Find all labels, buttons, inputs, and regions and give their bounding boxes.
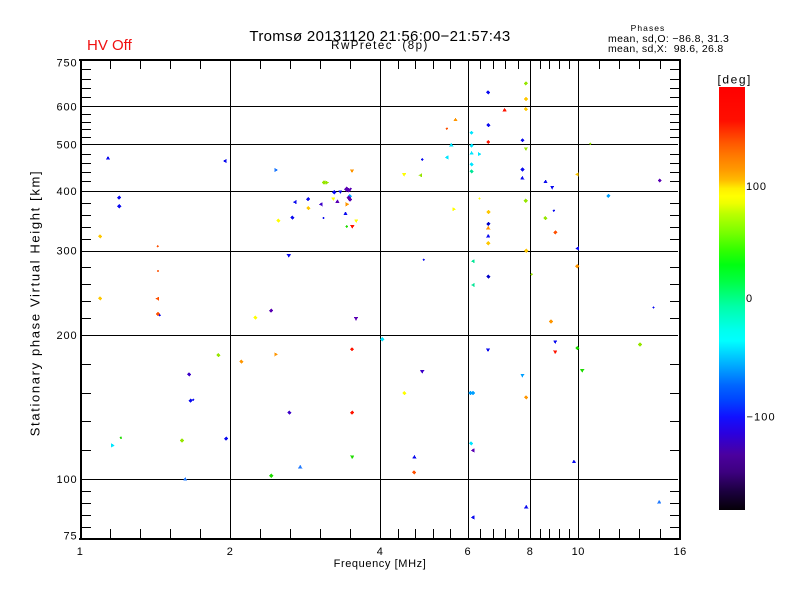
svg-text:mean, sd,X: 98.6, 26.8: mean, sd,X: 98.6, 26.8: [608, 43, 723, 55]
svg-text:[deg]: [deg]: [718, 73, 752, 87]
svg-text:600: 600: [56, 101, 77, 113]
svg-text:200: 200: [56, 330, 77, 342]
svg-text:16: 16: [673, 546, 686, 558]
svg-text:RwPretec (8p): RwPretec (8p): [331, 40, 429, 52]
svg-text:100: 100: [56, 474, 77, 486]
svg-text:Phases: Phases: [631, 23, 666, 33]
svg-text:0: 0: [746, 293, 753, 305]
svg-text:750: 750: [56, 58, 77, 70]
svg-text:500: 500: [56, 139, 77, 151]
svg-text:Tromsø 20131120 21:56:00−21:57: Tromsø 20131120 21:56:00−21:57:43: [249, 28, 510, 45]
svg-text:75: 75: [63, 531, 77, 543]
svg-text:mean, sd,O: −86.8, 31.3: mean, sd,O: −86.8, 31.3: [608, 33, 729, 45]
svg-text:6: 6: [464, 546, 471, 558]
svg-text:100: 100: [746, 181, 767, 193]
svg-text:Frequency [MHz]: Frequency [MHz]: [334, 558, 427, 570]
svg-text:1: 1: [77, 546, 84, 558]
svg-text:2: 2: [227, 546, 234, 558]
svg-text:HV Off: HV Off: [87, 37, 133, 54]
svg-text:400: 400: [56, 186, 77, 198]
svg-text:4: 4: [377, 546, 384, 558]
svg-text:8: 8: [527, 546, 534, 558]
svg-text:Stationary phase Virtual Heigh: Stationary phase Virtual Height [km]: [28, 170, 43, 437]
svg-text:300: 300: [56, 246, 77, 258]
svg-text:−100: −100: [747, 412, 776, 424]
svg-text:10: 10: [572, 546, 585, 558]
